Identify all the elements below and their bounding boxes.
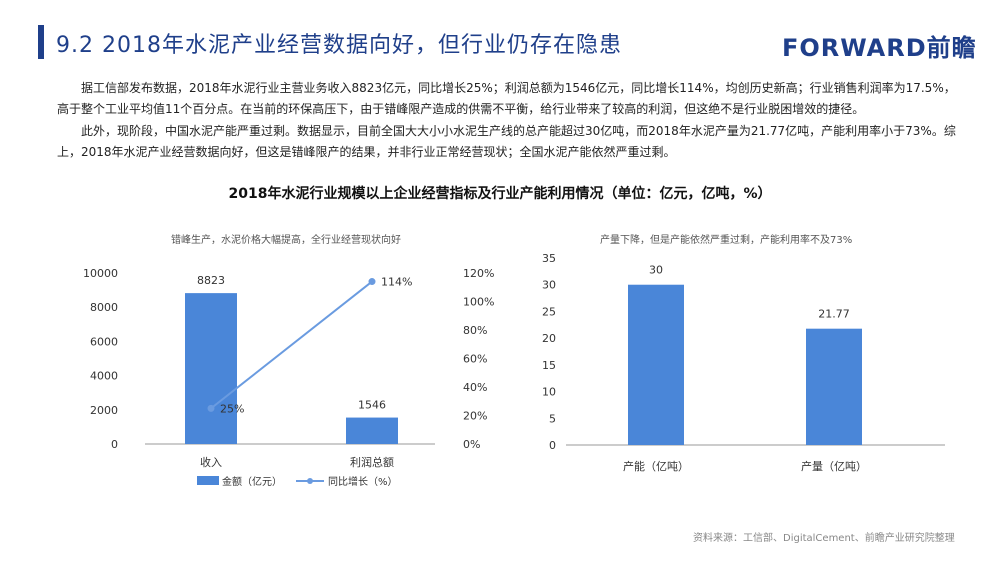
left-y-tick-label: 2000 xyxy=(90,404,118,417)
page-title: 9.2 2018年水泥产业经营数据向好，但行业仍存在隐患 xyxy=(56,33,622,58)
left-y-tick-label: 8000 xyxy=(90,301,118,314)
legend-bar-swatch xyxy=(197,476,219,485)
growth-point xyxy=(368,278,376,286)
right-chart-y-tick-label: 20 xyxy=(542,332,556,345)
left-category-label: 利润总额 xyxy=(350,455,394,469)
right-y-tick-label: 100% xyxy=(463,296,494,309)
growth-line xyxy=(210,280,373,410)
right-bar xyxy=(806,328,862,445)
right-bar-value-label: 21.77 xyxy=(818,308,850,321)
left-bar-value-label: 1546 xyxy=(358,399,386,412)
legend-bar-label: 金额（亿元） xyxy=(222,475,282,488)
left-bar xyxy=(346,417,398,444)
left-y-tick-label: 0 xyxy=(111,438,118,451)
right-chart-y-tick-label: 30 xyxy=(542,279,556,292)
left-bar-value-label: 8823 xyxy=(197,274,225,287)
right-category-label: 产能（亿吨） xyxy=(623,459,689,473)
growth-point xyxy=(207,404,215,412)
left-bar xyxy=(185,293,237,444)
right-category-label: 产量（亿吨） xyxy=(801,459,867,473)
growth-value-label: 25% xyxy=(220,402,244,415)
left-y-tick-label: 4000 xyxy=(90,370,118,383)
right-chart-y-tick-label: 35 xyxy=(542,252,556,265)
right-y-tick-label: 80% xyxy=(463,324,487,337)
title-accent-bar xyxy=(38,25,44,59)
growth-value-label: 114% xyxy=(381,276,412,289)
source-note: 资料来源：工信部、DigitalCement、前瞻产业研究院整理 xyxy=(693,533,955,544)
right-chart-y-tick-label: 25 xyxy=(542,305,556,318)
right-y-tick-label: 40% xyxy=(463,381,487,394)
right-bar-value-label: 30 xyxy=(649,264,663,277)
legend-line-label: 同比增长（%） xyxy=(328,475,398,488)
right-chart-y-tick-label: 10 xyxy=(542,386,556,399)
right-y-tick-label: 20% xyxy=(463,410,487,423)
right-chart-y-tick-label: 15 xyxy=(542,359,556,372)
right-y-tick-label: 60% xyxy=(463,353,487,366)
left-chart-subtitle: 错峰生产，水泥价格大幅提高，全行业经营现状向好 xyxy=(171,235,401,246)
left-y-tick-label: 10000 xyxy=(83,267,118,280)
left-category-label: 收入 xyxy=(200,455,222,469)
right-chart-y-tick-label: 0 xyxy=(549,439,556,452)
right-y-tick-label: 0% xyxy=(463,438,480,451)
paragraph-1: 据工信部发布数据，2018年水泥行业主营业务收入8823亿元，同比增长25%；利… xyxy=(57,81,956,116)
right-y-tick-label: 120% xyxy=(463,267,494,280)
legend-line-marker xyxy=(307,478,313,484)
brand-logo: FORWARD前瞻 xyxy=(782,34,977,62)
figure-title: 2018年水泥行业规模以上企业经营指标及行业产能利用情况（单位：亿元，亿吨，%） xyxy=(228,186,772,202)
right-chart-subtitle: 产量下降，但是产能依然严重过剩，产能利用率不及73% xyxy=(600,235,853,246)
left-y-tick-label: 6000 xyxy=(90,335,118,348)
right-chart-y-tick-label: 5 xyxy=(549,412,556,425)
right-bar xyxy=(628,284,684,445)
paragraph-2: 此外，现阶段，中国水泥产能严重过剩。数据显示，目前全国大大小小水泥生产线的总产能… xyxy=(57,124,956,159)
